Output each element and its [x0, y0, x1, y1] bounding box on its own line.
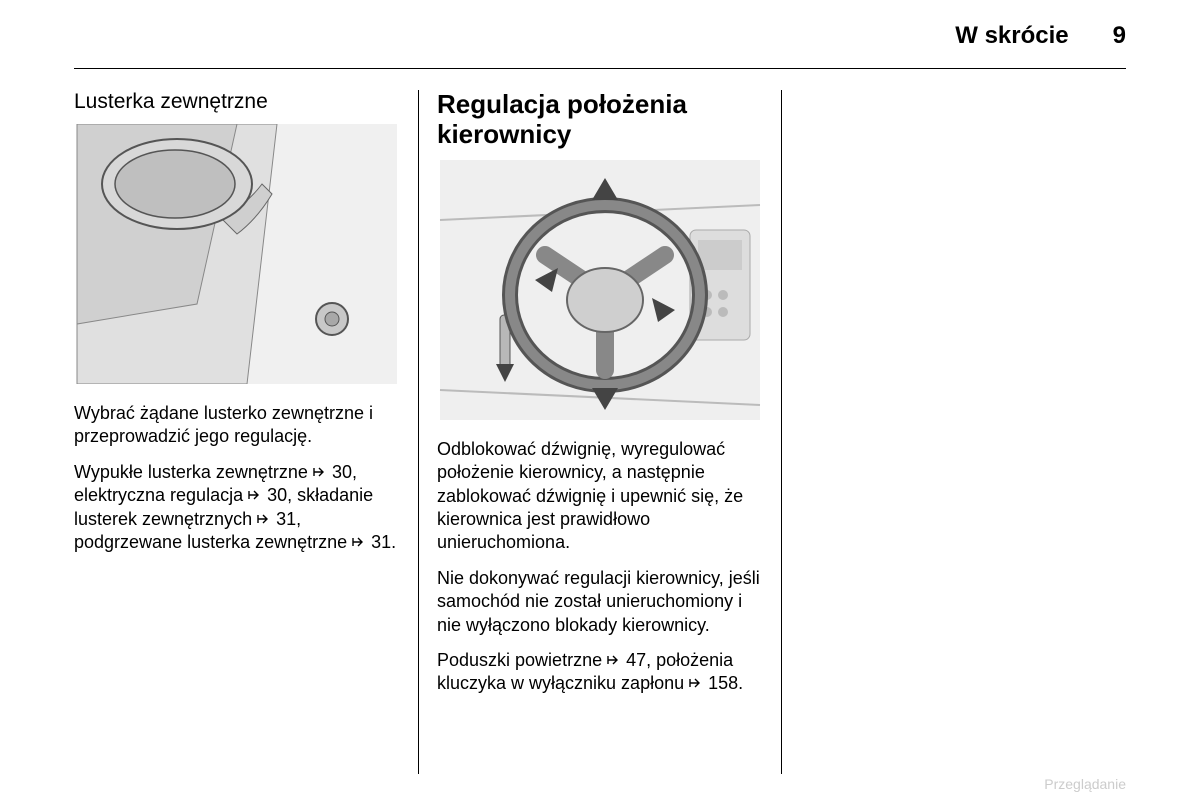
- reference-icon: [689, 676, 703, 690]
- text-fragment: Wypukłe lusterka zewnętrzne: [74, 462, 313, 482]
- middle-heading: Regulacja położenia kierownicy: [437, 90, 763, 150]
- text-fragment: Poduszki powietrzne: [437, 650, 607, 670]
- column-left: Lusterka zewnętrzne Wybrać żądane luster…: [74, 90, 418, 774]
- page-number: 9: [1113, 22, 1126, 50]
- middle-paragraph-3: Poduszki powietrzne 47, położenia kluczy…: [437, 649, 763, 696]
- reference-icon: [607, 653, 621, 667]
- text-fragment: 158.: [703, 673, 743, 693]
- middle-paragraph-2: Nie dokonywać regulacji kierownicy, jeśl…: [437, 567, 763, 637]
- steering-wheel-illustration: [437, 160, 763, 420]
- footer-watermark: Przeglądanie: [1044, 776, 1126, 792]
- left-paragraph-2: Wypukłe lusterka zewnętrzne 30, elektryc…: [74, 461, 400, 555]
- column-right: [782, 90, 1126, 774]
- text-fragment: 31.: [366, 532, 396, 552]
- left-paragraph-1: Wybrać żądane lusterko zewnętrzne i prze…: [74, 402, 400, 449]
- content-columns: Lusterka zewnętrzne Wybrać żądane luster…: [74, 90, 1126, 774]
- reference-icon: [313, 465, 327, 479]
- header-rule: [74, 68, 1126, 69]
- reference-icon: [352, 535, 366, 549]
- reference-icon: [257, 512, 271, 526]
- page-header: W skrócie 9: [955, 22, 1126, 50]
- column-middle: Regulacja położenia kierownicy: [419, 90, 781, 774]
- reference-icon: [248, 488, 262, 502]
- mirror-illustration: [74, 124, 400, 384]
- header-title: W skrócie: [955, 22, 1068, 50]
- left-heading: Lusterka zewnętrzne: [74, 90, 400, 114]
- middle-paragraph-1: Odblokować dźwignię, wyregulować położen…: [437, 438, 763, 555]
